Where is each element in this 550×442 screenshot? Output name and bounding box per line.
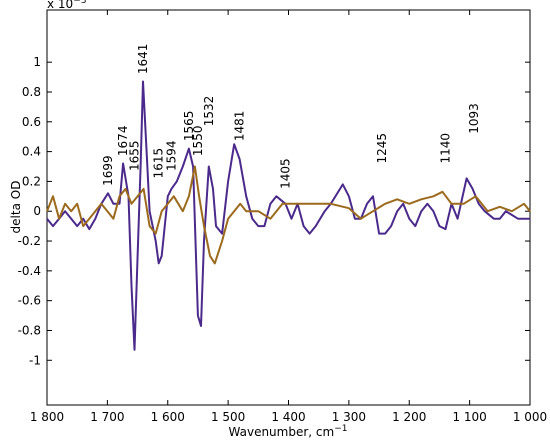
peak-label: 1481 — [233, 111, 247, 142]
peak-label: 1655 — [128, 140, 142, 171]
y-multiplier-sup: −3 — [73, 0, 86, 6]
x-axis-label: Wavenumber, cm−1 — [229, 424, 348, 439]
peak-label: 1405 — [278, 158, 292, 189]
peak-label: 1641 — [136, 44, 150, 75]
plot-frame — [46, 9, 531, 406]
peak-label: 1550 — [191, 126, 205, 157]
x-tick-label: 1 300 — [332, 410, 366, 424]
peak-label: 1140 — [438, 133, 452, 164]
spectrum-line — [46, 165, 531, 265]
y-multiplier-main: x 10 — [47, 0, 73, 11]
x-axis-label-sup: −1 — [334, 424, 347, 434]
y-tick-label: 0.4 — [22, 145, 41, 159]
peak-label: 1532 — [202, 96, 216, 127]
y-tick-label: 1 — [33, 55, 41, 69]
x-tick-label: 1 200 — [392, 410, 426, 424]
y-tick-label: 0.2 — [22, 174, 41, 188]
peak-label: 1594 — [164, 140, 178, 171]
peak-label: 1674 — [116, 126, 130, 157]
y-tick-label: -0.6 — [18, 294, 41, 308]
x-tick-label: 1 600 — [151, 410, 185, 424]
x-tick-label: 1 000 — [513, 410, 547, 424]
peak-label: 1615 — [152, 148, 166, 179]
y-tick-label: -0.8 — [18, 323, 41, 337]
y-tick-label: -0.2 — [18, 234, 41, 248]
y-tick-label: 0.8 — [22, 85, 41, 99]
x-tick-label: 1 400 — [271, 410, 305, 424]
peak-label: 1699 — [101, 155, 115, 186]
peak-label: 1245 — [375, 133, 389, 164]
y-tick-label: 0 — [33, 204, 41, 218]
x-tick-label: 1 700 — [90, 410, 124, 424]
x-tick-label: 1 500 — [211, 410, 245, 424]
peak-label: 1093 — [467, 103, 481, 134]
y-axis-label: delta OD — [9, 181, 23, 234]
spectrum-line — [46, 80, 530, 351]
x-tick-label: 1 800 — [30, 410, 64, 424]
x-tick-label: 1 100 — [452, 410, 486, 424]
y-multiplier: x 10−3 — [47, 0, 86, 11]
y-tick-label: 0.6 — [22, 115, 41, 129]
y-tick-label: -0.4 — [18, 264, 41, 278]
peak-label: 1565 — [182, 111, 196, 142]
y-tick-label: -1 — [29, 353, 41, 367]
x-axis-label-main: Wavenumber, cm — [229, 425, 335, 439]
